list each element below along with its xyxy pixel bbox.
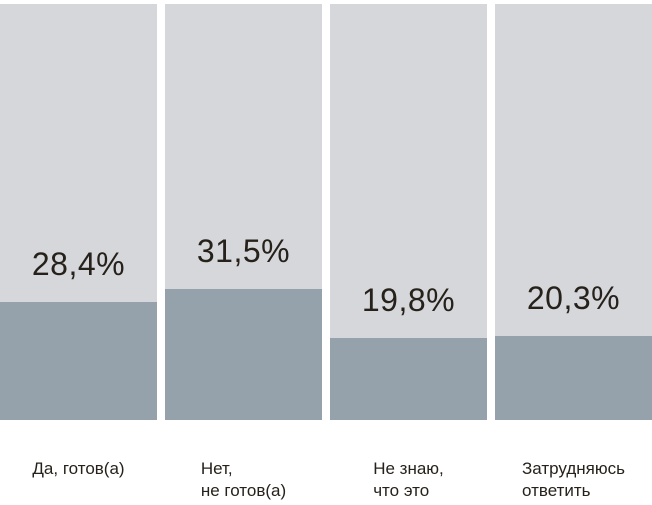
- bar-track: 28,4%: [0, 4, 157, 420]
- bar-fill: [495, 336, 652, 420]
- bar-track: 19,8%: [330, 4, 487, 420]
- bar-value-label: 20,3%: [526, 280, 621, 316]
- category-label: Нет, не готов(а): [200, 459, 287, 500]
- category-label: Не знаю, что это: [373, 459, 444, 500]
- bar-column: 19,8% Не знаю, что это: [330, 4, 487, 502]
- bar-value-label: 31,5%: [196, 233, 291, 269]
- bar-value-label: 28,4%: [31, 246, 126, 282]
- bar-track: 31,5%: [165, 4, 322, 420]
- bar-column: 28,4% Да, готов(а): [0, 4, 157, 502]
- category-label-cell: Не знаю, что это: [330, 458, 487, 502]
- bar-fill: [165, 289, 322, 420]
- bar-column: 20,3% Затрудняюсь ответить: [495, 4, 652, 502]
- bar-column: 31,5% Нет, не готов(а): [165, 4, 322, 502]
- category-label: Да, готов(а): [32, 459, 125, 478]
- category-label-cell: Затрудняюсь ответить: [495, 458, 652, 502]
- bar-value-label: 19,8%: [361, 282, 456, 318]
- category-label: Затрудняюсь ответить: [522, 459, 625, 500]
- bar-fill: [330, 338, 487, 420]
- category-label-cell: Нет, не готов(а): [165, 458, 322, 502]
- bar-fill: [0, 302, 157, 420]
- category-label-cell: Да, готов(а): [0, 458, 157, 480]
- bar-track: 20,3%: [495, 4, 652, 420]
